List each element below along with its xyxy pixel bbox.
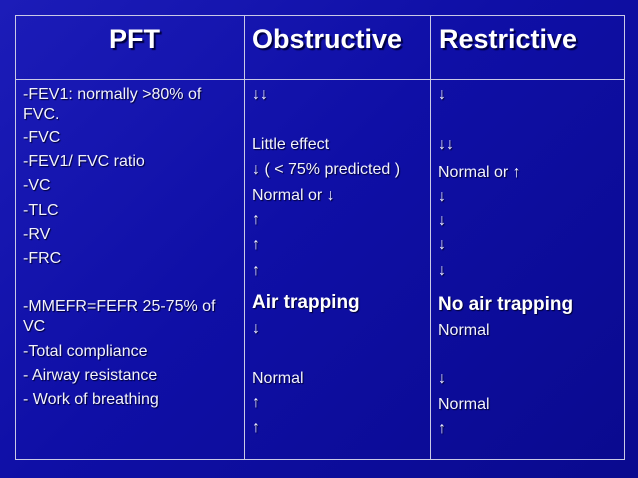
restrictive-item: ↓ [438,188,446,205]
column-divider [244,16,245,459]
pft-item: -TLC [23,202,59,219]
pft-item: -FEV1: normally >80% of [23,86,202,103]
obstructive-item: ↑ [252,394,260,411]
pft-item: -RV [23,226,51,243]
pft-item: - Airway resistance [23,367,158,384]
obstructive-item: ↑ [252,262,260,279]
pft-item: -Total compliance [23,343,148,360]
obstructive-air-trapping: Air trapping [252,292,360,313]
pft-item: FVC. [23,106,60,123]
obstructive-item: ↑ [252,236,260,253]
column-divider [430,16,431,459]
pft-item: -MMEFR=FEFR 25-75% of [23,298,216,315]
pft-comparison-table: PFT Obstructive Restrictive -FEV1: norma… [15,15,625,460]
header-divider [16,79,624,80]
pft-item: -VC [23,177,51,194]
header-restrictive: Restrictive [439,24,578,54]
obstructive-item: Normal or ↓ [252,187,335,204]
obstructive-item: ↓↓ [252,86,268,103]
pft-item: -FRC [23,250,62,267]
restrictive-no-air-trapping: No air trapping [438,294,574,315]
restrictive-item: Normal [438,396,490,413]
header-pft: PFT [109,24,160,54]
obstructive-item: ↓ [252,320,260,337]
obstructive-item: ↑ [252,211,260,228]
pft-item: -FEV1/ FVC ratio [23,153,145,170]
restrictive-item: Normal [438,322,490,339]
obstructive-item: ↓ ( < 75% predicted ) [252,161,401,178]
pft-item: VC [23,318,46,335]
restrictive-item: ↓↓ [438,136,454,153]
header-obstructive: Obstructive [252,24,403,54]
restrictive-item: ↓ [438,86,446,103]
restrictive-item: ↓ [438,370,446,387]
obstructive-item: ↑ [252,419,260,436]
restrictive-item: Normal or ↑ [438,164,521,181]
restrictive-item: ↓ [438,262,446,279]
obstructive-item: Normal [252,370,304,387]
restrictive-item: ↓ [438,236,446,253]
pft-item: -FVC [23,129,61,146]
pft-item: - Work of breathing [23,391,159,408]
obstructive-item: Little effect [252,136,330,153]
restrictive-item: ↓ [438,212,446,229]
restrictive-item: ↑ [438,420,446,437]
